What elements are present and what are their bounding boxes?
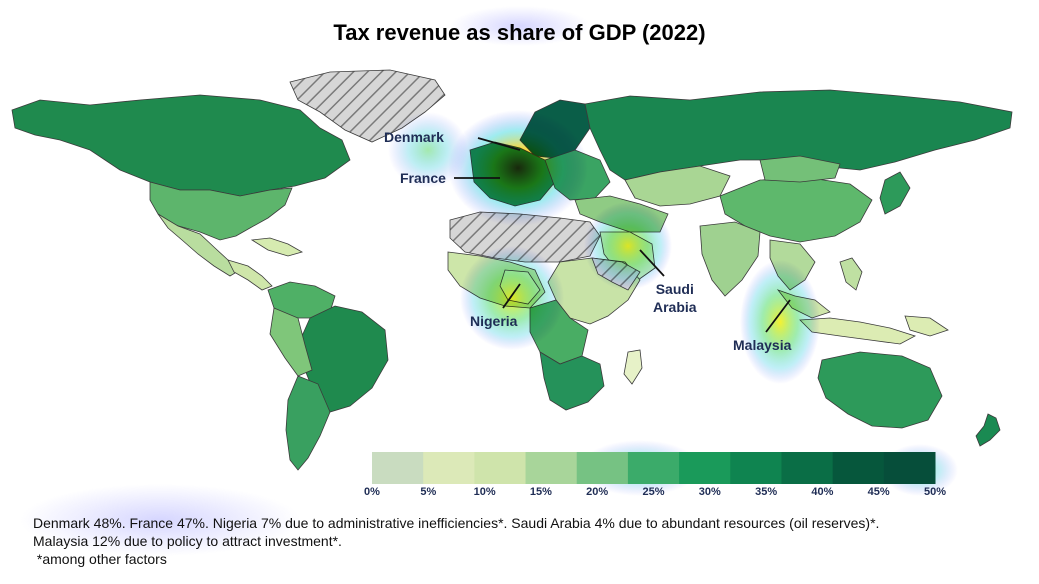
colorbar-tick-label: 35%	[755, 486, 778, 498]
colorbar-tick-label: 50%	[923, 486, 947, 498]
colorbar-tick-label: 5%	[420, 486, 437, 498]
footnote-line-3: *among other factors	[33, 551, 167, 567]
colorbar-step	[627, 452, 680, 484]
heat-glow-malaysia	[740, 260, 820, 384]
heat-glow-title	[450, 6, 590, 46]
colorbar-step	[679, 452, 731, 484]
colorbar-tick-label: 10%	[473, 486, 496, 498]
region-india	[699, 221, 761, 297]
colorbar-step	[423, 452, 475, 484]
region-new-zealand	[975, 413, 1001, 447]
colorbar-step	[576, 452, 629, 484]
arrow-denmark	[477, 137, 521, 151]
region-russia	[584, 89, 1013, 181]
footnote-line-2: Malaysia 12% due to policy to attract in…	[33, 533, 342, 549]
heat-glow-nigeria	[460, 246, 564, 350]
label-france: France	[400, 170, 446, 186]
region-australia	[817, 351, 943, 429]
region-japan	[879, 171, 911, 215]
heat-glow-footnote	[20, 484, 300, 556]
colorbar-step	[525, 452, 578, 484]
arrow-nigeria	[502, 283, 521, 309]
colorbar-tick-label: 15%	[529, 486, 552, 498]
heat-glow-saudi	[584, 202, 672, 290]
label-malaysia: Malaysia	[733, 337, 792, 353]
colorbar-tick-label: 0%	[364, 486, 380, 498]
footnote: Denmark 48%. France 47%. Nigeria 7% due …	[33, 514, 1033, 568]
heat-glow-denmark-label	[388, 112, 468, 188]
colorbar-step	[474, 452, 527, 484]
colorbar	[372, 452, 936, 484]
label-nigeria: Nigeria	[470, 313, 518, 329]
region-peru-bolivia	[269, 307, 313, 377]
colorbar-tick-label: 25%	[642, 486, 665, 498]
colorbar-step	[832, 452, 885, 484]
region-madagascar	[623, 349, 643, 385]
arrow-malaysia	[765, 299, 791, 333]
colorbar-step	[372, 452, 424, 484]
region-argentina-chile	[285, 375, 331, 471]
region-canada-alaska	[11, 94, 351, 197]
region-central-america	[227, 259, 273, 291]
colorbar-tick-label: 30%	[698, 486, 721, 498]
region-southern-africa	[539, 351, 605, 411]
colorbar-step	[781, 452, 834, 484]
colorbar-tick-label: 40%	[811, 486, 834, 498]
label-saudi-arabia: Saudi Arabia	[653, 281, 697, 315]
footnote-line-1: Denmark 48%. France 47%. Nigeria 7% due …	[33, 515, 880, 531]
region-caribbean	[250, 237, 304, 257]
heat-glow-europe	[448, 110, 588, 226]
colorbar-step	[883, 452, 936, 484]
region-mongolia	[759, 155, 841, 183]
label-denmark: Denmark	[384, 129, 444, 145]
colorbar-tick-labels: 0% 5% 10% 15% 20% 25% 30% 35% 40% 45% 50%	[364, 486, 946, 506]
colorbar-tick-label: 45%	[867, 486, 890, 498]
colorbar-step	[730, 452, 782, 484]
colorbar-tick-label: 20%	[586, 486, 609, 498]
arrow-saudi-arabia	[639, 249, 665, 277]
region-philippines	[839, 257, 863, 291]
region-indonesia	[799, 317, 917, 345]
region-png	[904, 315, 949, 337]
